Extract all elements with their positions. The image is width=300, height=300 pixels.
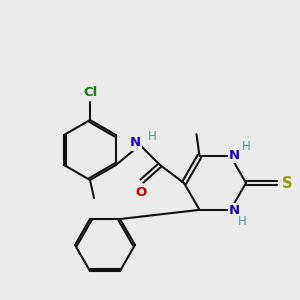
Text: H: H xyxy=(148,130,156,142)
Text: H: H xyxy=(242,140,251,153)
Text: Cl: Cl xyxy=(84,86,98,100)
Text: N: N xyxy=(229,204,240,217)
Text: S: S xyxy=(282,176,292,190)
Text: H: H xyxy=(238,215,247,228)
Text: N: N xyxy=(129,136,141,149)
Text: O: O xyxy=(135,185,147,199)
Text: N: N xyxy=(229,149,240,162)
